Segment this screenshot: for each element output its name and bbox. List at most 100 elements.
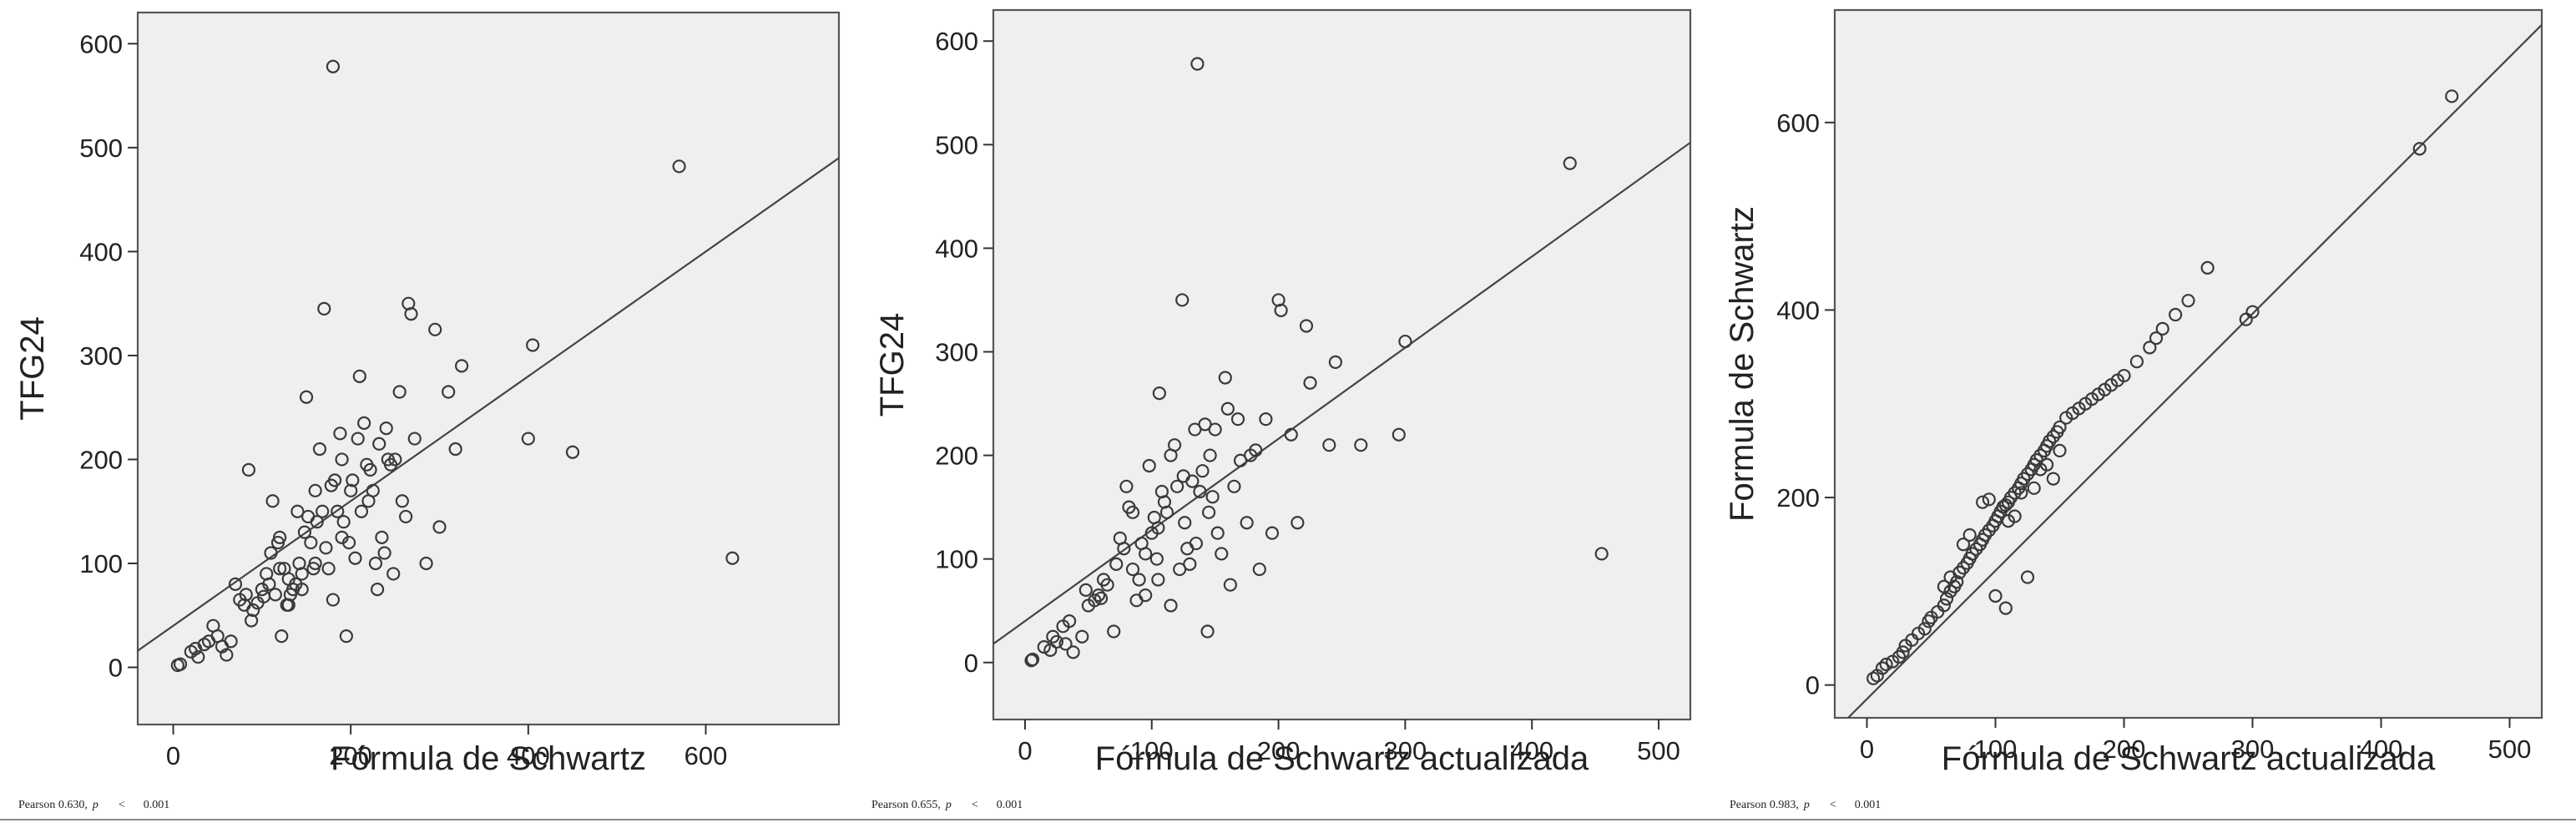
data-point: [245, 613, 259, 628]
chart-panel-3: 0 200 400 600 0 100 200 300 400 500 Fórmula de Sch…: [1724, 8, 2543, 811]
y-tick-label: 400: [1776, 295, 1820, 325]
data-point: [2020, 570, 2035, 584]
data-point: [316, 504, 330, 518]
data-point: [1215, 547, 1229, 561]
y-tick-label: 200: [1776, 483, 1820, 512]
data-point: [346, 473, 360, 487]
data-point: [1392, 427, 1406, 442]
data-point: [1274, 303, 1288, 317]
data-point: [432, 520, 447, 534]
data-point: [442, 385, 456, 399]
x-tick-label: 400: [1510, 736, 1553, 765]
data-point: [224, 634, 238, 649]
x-tick-label: 0: [1018, 736, 1032, 765]
data-point: [2117, 368, 2131, 383]
data-point: [1937, 598, 1951, 613]
data-point: [1322, 438, 1336, 452]
data-point: [281, 598, 295, 612]
data-point: [2014, 486, 2028, 500]
data-point: [1284, 427, 1298, 442]
data-point: [375, 530, 389, 544]
data-point: [1220, 401, 1235, 416]
data-point: [1223, 578, 1238, 592]
data-point: [327, 473, 342, 487]
data-point: [2008, 509, 2022, 523]
data-point: [2053, 420, 2067, 434]
y-axis-title: Formula de Schwartz: [1724, 206, 1760, 522]
footnote: Pearson 0.655, p <0.001: [871, 799, 1023, 811]
data-point: [1875, 661, 1890, 675]
data-point: [1190, 57, 1205, 71]
plot-area: [992, 8, 1692, 721]
data-point: [191, 649, 205, 664]
footnote-stat: Pearson 0.655,: [871, 799, 941, 811]
data-point: [1195, 464, 1210, 478]
regression-line: [138, 157, 839, 652]
data-point: [312, 442, 327, 457]
data-point: [1230, 412, 1245, 427]
data-point: [1132, 573, 1146, 587]
data-point: [1109, 557, 1124, 571]
data-point: [239, 588, 253, 602]
x-tick-label: 500: [2488, 735, 2532, 764]
y-tick-label: 400: [79, 237, 123, 266]
data-point: [1139, 588, 1153, 603]
data-point: [326, 59, 341, 73]
data-point: [1062, 614, 1077, 629]
data-point: [363, 462, 377, 477]
x-axis-title: Fórmula de Schwartz: [331, 740, 646, 777]
data-point: [1066, 645, 1080, 659]
x-axis-title: Fórmula de Schwartz actualizada: [1095, 740, 1589, 777]
data-point: [275, 629, 289, 644]
regression-line: [993, 141, 1690, 645]
footnote-p: p: [1803, 799, 1810, 811]
data-point: [2245, 305, 2260, 319]
y-tick-label: 200: [79, 445, 123, 474]
data-point: [2129, 355, 2144, 369]
footnote: Pearson 0.983, p <0.001: [1730, 799, 1881, 811]
footnote-pval: 0.001: [144, 799, 170, 811]
data-point: [428, 322, 442, 336]
data-point: [1100, 578, 1114, 592]
data-point: [388, 452, 402, 467]
data-point: [521, 432, 535, 446]
y-tick-label: 500: [79, 134, 123, 163]
data-point: [366, 483, 380, 497]
data-point: [407, 432, 422, 446]
data-point: [273, 530, 287, 544]
x-axis-title: Fórmula de Schwartz actualizada: [1942, 740, 2436, 777]
data-point: [1299, 319, 1314, 333]
data-point: [1189, 536, 1204, 551]
data-point: [335, 452, 349, 467]
data-point: [1203, 448, 1217, 462]
data-point: [264, 546, 278, 560]
data-point: [1354, 438, 1368, 452]
x-tick-label: 600: [684, 741, 728, 770]
data-point: [173, 657, 188, 671]
data-point: [321, 562, 336, 576]
data-point: [370, 583, 385, 597]
data-point: [1078, 583, 1093, 597]
data-point: [308, 483, 322, 497]
data-point: [339, 629, 353, 644]
x-tick-label: 200: [2103, 735, 2146, 764]
data-point: [1075, 629, 1089, 644]
y-tick-label: 0: [1806, 671, 1820, 700]
footnote-stat: Pearson 0.983,: [1730, 799, 1799, 811]
data-point: [1164, 598, 1178, 613]
y-tick-label: 200: [935, 442, 978, 471]
data-point: [348, 551, 362, 565]
y-tick-label: 600: [1776, 109, 1820, 138]
data-point: [725, 551, 740, 565]
y-tick-label: 100: [935, 545, 978, 574]
data-point: [2445, 89, 2459, 104]
data-point: [1896, 645, 1910, 659]
x-tick-label: 500: [1637, 736, 1680, 765]
y-axis-title: TFG24: [14, 316, 51, 420]
data-point: [2412, 142, 2427, 156]
data-point: [2200, 260, 2215, 275]
data-point: [1291, 516, 1305, 530]
chart-panel-1: 0 100 200 300 400 500 600 0 200 400 600 Fórmula de …: [14, 11, 841, 811]
data-point: [268, 588, 282, 602]
data-point: [333, 427, 347, 441]
